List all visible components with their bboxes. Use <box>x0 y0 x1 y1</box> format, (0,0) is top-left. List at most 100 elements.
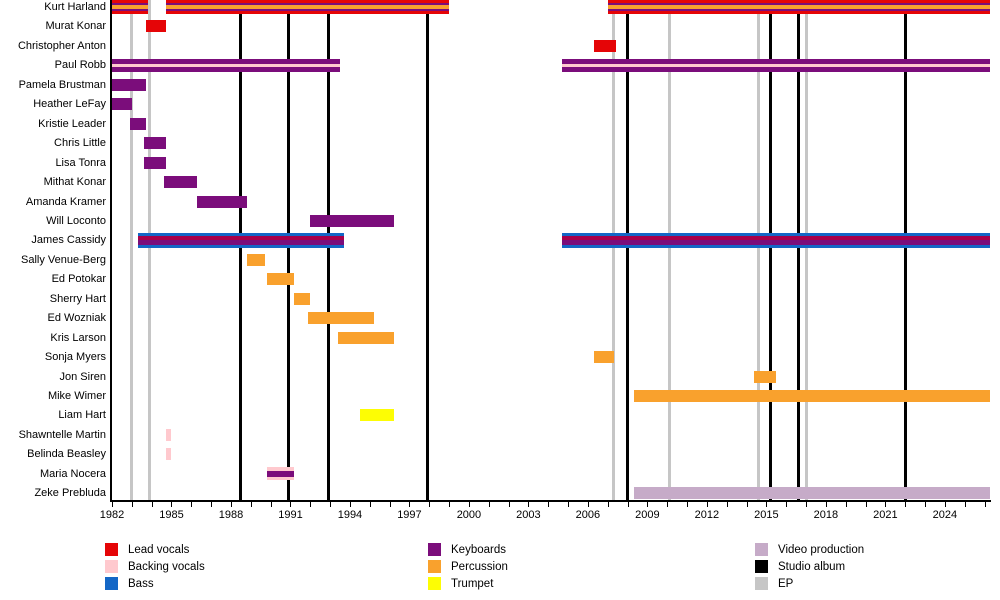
x-axis <box>110 500 992 502</box>
member-bar <box>145 20 166 33</box>
legend-label: Percussion <box>451 560 508 573</box>
studio-album-line <box>286 0 290 500</box>
member-label: Lisa Tonra <box>55 156 106 169</box>
role-stripe-keys <box>112 98 132 111</box>
member-label: Heather LeFay <box>33 98 106 111</box>
member-bar <box>562 232 991 248</box>
year-tick <box>409 502 411 507</box>
member-label: James Cassidy <box>31 234 106 247</box>
legend-label: Lead vocals <box>128 543 190 556</box>
year-tick <box>389 502 391 507</box>
year-tick <box>310 502 312 507</box>
studio-album-line <box>326 0 330 500</box>
year-tick <box>270 502 272 507</box>
studio-album-line <box>768 0 772 500</box>
year-label: 2018 <box>813 509 839 521</box>
role-stripe-lead <box>593 39 616 52</box>
legend-swatch-video <box>755 543 768 556</box>
legend-item: EP <box>755 577 793 590</box>
year-tick <box>488 502 490 507</box>
member-bar <box>633 390 991 402</box>
year-tick <box>984 502 986 507</box>
legend-swatch-album <box>755 560 768 573</box>
year-label: 1997 <box>397 509 422 521</box>
role-stripe-keys <box>266 471 295 477</box>
legend-label: Keyboards <box>451 543 506 556</box>
role-stripe-keys <box>112 3 148 5</box>
member-label: Amanda Kramer <box>25 195 106 208</box>
year-label: 1982 <box>99 509 125 521</box>
member-bar <box>310 214 394 227</box>
member-bar <box>607 0 991 14</box>
year-label: 1994 <box>337 509 363 521</box>
role-stripe-lead <box>607 10 991 14</box>
year-tick <box>647 502 649 507</box>
member-label: Paul Robb <box>54 59 106 72</box>
role-stripe-cassidy_mid <box>562 235 991 241</box>
legend-item: Studio album <box>755 560 845 573</box>
year-tick <box>746 502 748 507</box>
year-tick <box>508 502 510 507</box>
role-stripe-keys <box>129 117 146 130</box>
role-stripe-perc <box>308 312 374 325</box>
member-bar <box>112 0 148 14</box>
year-tick <box>528 502 530 507</box>
member-bar <box>165 0 450 14</box>
studio-album-line <box>796 0 800 500</box>
year-label: 2015 <box>754 509 779 521</box>
year-tick <box>667 502 669 507</box>
ep-line <box>756 0 760 500</box>
member-bar <box>308 312 374 325</box>
role-stripe-perc <box>246 253 265 266</box>
legend-swatch-lead <box>105 543 118 556</box>
member-label: Sonja Myers <box>44 351 106 364</box>
role-stripe-backing <box>266 476 295 481</box>
year-tick <box>171 502 173 507</box>
year-tick <box>330 502 332 507</box>
year-tick <box>568 502 570 507</box>
role-stripe-keys <box>562 240 991 245</box>
role-stripe-perc <box>266 273 295 286</box>
role-stripe-keys <box>165 9 450 11</box>
member-label: Mithat Konar <box>43 176 106 189</box>
member-label: Chris Little <box>54 137 106 150</box>
role-stripe-keys <box>112 58 341 64</box>
role-stripe-lead <box>165 10 450 14</box>
year-tick <box>766 502 768 507</box>
legend-swatch-bass <box>105 577 118 590</box>
legend-swatch-keys <box>428 543 441 556</box>
role-stripe-backing <box>562 63 991 67</box>
role-stripe-backing <box>112 63 341 67</box>
role-stripe-backing <box>266 467 295 472</box>
role-stripe-keys <box>143 156 166 169</box>
member-bar <box>165 448 172 461</box>
role-stripe-lead <box>607 0 991 4</box>
year-label: 1988 <box>218 509 244 521</box>
member-bar <box>593 39 616 52</box>
legend-item: Backing vocals <box>105 560 205 573</box>
member-bar <box>129 117 146 130</box>
year-tick <box>587 502 589 507</box>
year-tick <box>211 502 213 507</box>
year-tick <box>250 502 252 507</box>
legend-label: Video production <box>778 543 865 556</box>
role-stripe-lead <box>165 0 450 4</box>
member-label: Sally Venue-Berg <box>21 253 106 266</box>
year-tick <box>449 502 451 507</box>
year-tick <box>131 502 133 507</box>
year-label: 2000 <box>456 509 482 521</box>
year-label: 2012 <box>694 509 720 521</box>
role-stripe-backing <box>165 428 172 441</box>
role-stripe-bass <box>562 244 991 248</box>
year-tick <box>369 502 371 507</box>
member-bar <box>266 467 295 481</box>
member-label: Christopher Anton <box>17 39 106 52</box>
legend-item: Lead vocals <box>105 543 189 556</box>
role-stripe-keys <box>310 214 394 227</box>
studio-album-line <box>626 0 630 500</box>
role-stripe-perc <box>165 4 450 10</box>
role-stripe-keys <box>112 66 341 72</box>
member-label: Ed Potokar <box>51 273 106 286</box>
legend-label: Backing vocals <box>128 560 205 573</box>
ep-line <box>612 0 616 500</box>
